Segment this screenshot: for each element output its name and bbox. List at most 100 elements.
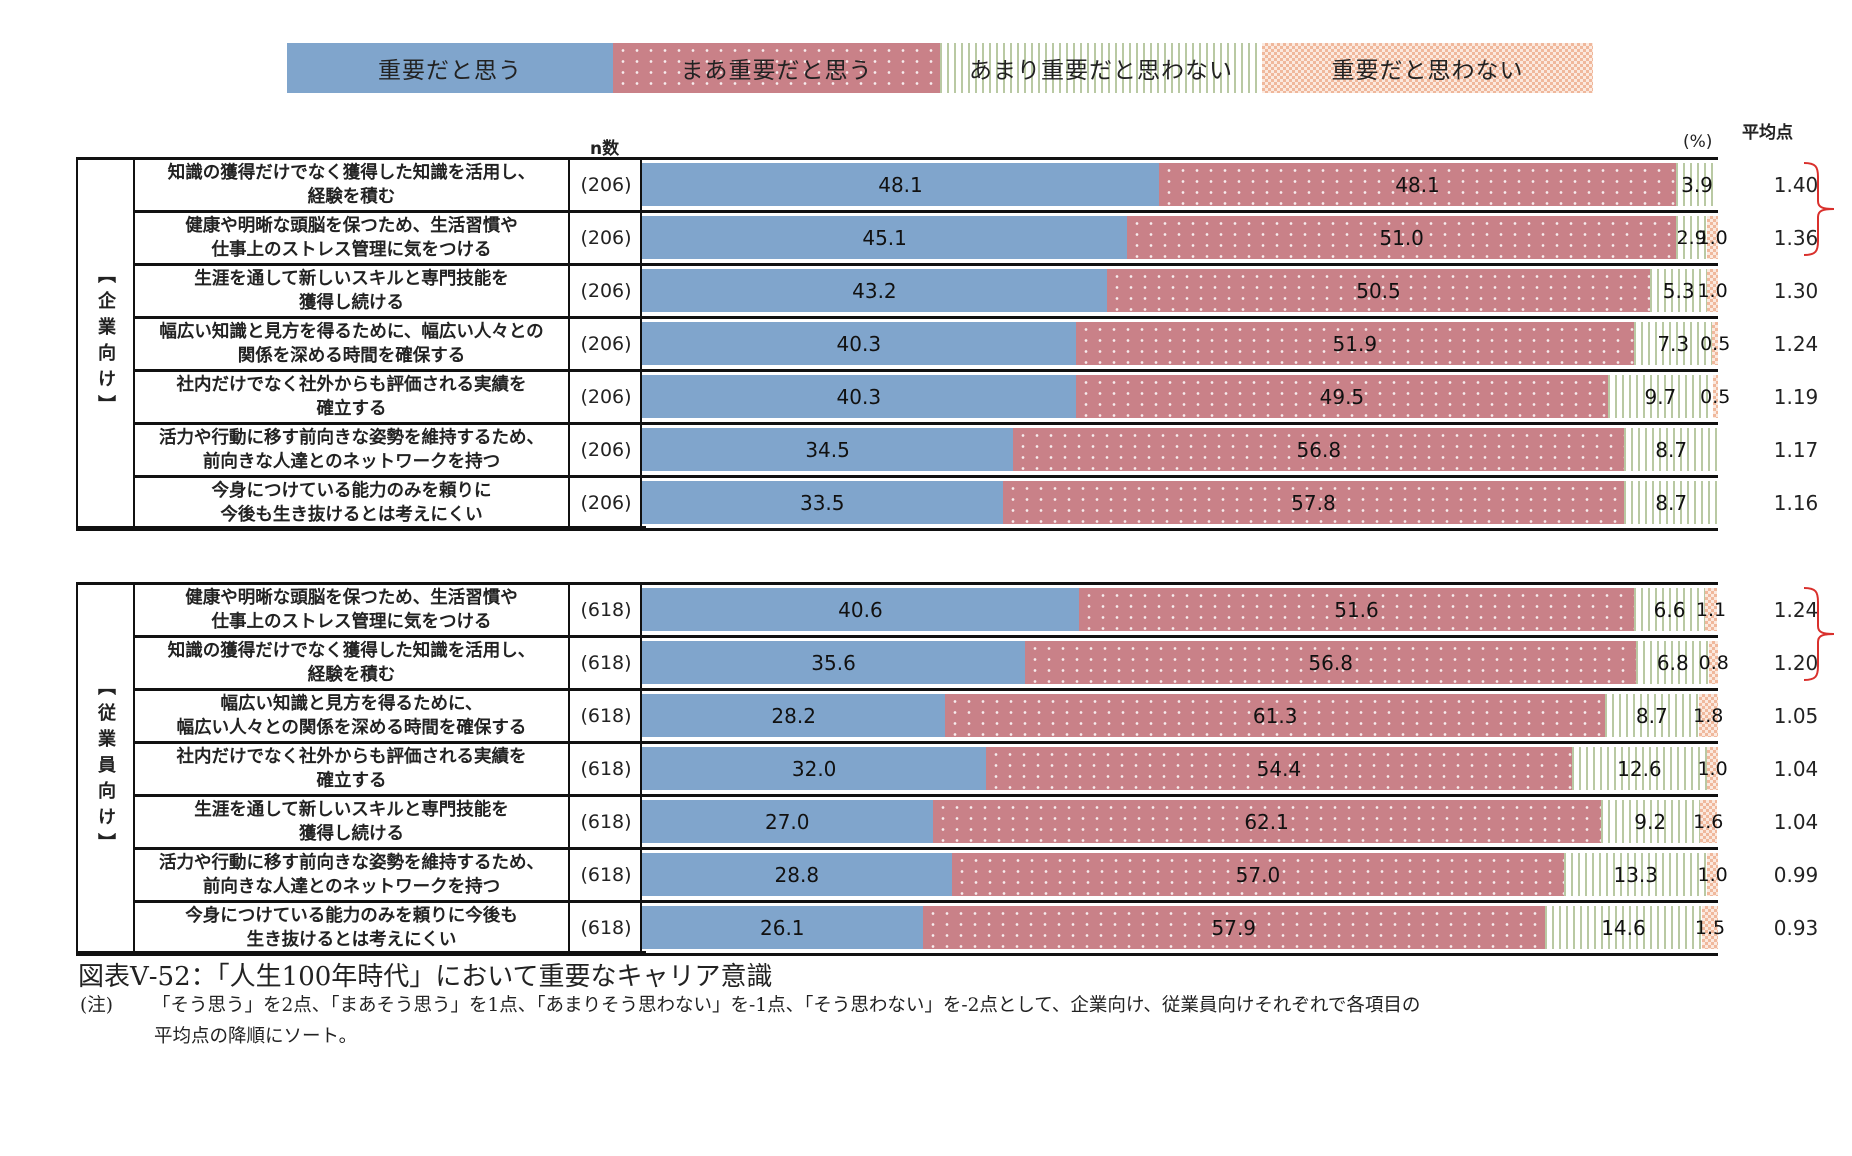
average-score: 1.24 [1773,332,1819,356]
table-row: 今身につけている能力のみを頼りに今後も 生き抜けるとは考えにくい (618) 26.… [76,900,1818,956]
brace-icon [1803,162,1835,256]
column-divider [640,263,642,316]
segment-value: 1.0 [1697,279,1728,302]
table-row: 活力や行動に移す前向きな姿勢を維持するため、 前向きな人達とのネットワークを持つ… [76,422,1818,475]
column-divider [568,210,570,263]
segment-value: 34.5 [805,437,850,462]
percent-unit-label: (%) [1683,132,1713,152]
column-divider [568,582,570,635]
group-label: 【企業向け】 [95,264,116,421]
segment-not-very-important: 12.6 [1571,747,1708,790]
segment-somewhat-important: 56.8 [1013,428,1625,471]
n-count: (206) [580,439,632,461]
segment-not-important: 0.5 [1700,322,1730,365]
brace-icon [1803,587,1835,681]
average-score: 1.24 [1773,598,1819,622]
segment-value: 1.0 [1697,757,1728,780]
n-count: (618) [580,917,632,939]
segment-not-important: 1.0 [1698,853,1728,896]
legend-label: 重要だと思う [378,58,522,84]
segment-important: 43.2 [642,269,1107,312]
column-divider [568,635,570,688]
segment-value: 9.2 [1634,809,1667,834]
segment-value: 50.5 [1356,278,1401,303]
segment-not-important: 0.5 [1700,375,1730,418]
column-divider [640,475,642,528]
table-row: 活力や行動に移す前向きな姿勢を維持するため、 前向きな人達とのネットワークを持つ… [76,847,1818,900]
average-score: 1.36 [1773,226,1819,250]
segment-not-very-important: 6.6 [1634,588,1706,631]
segment-value: 61.3 [1252,703,1298,728]
row-divider [134,900,1718,903]
average-score: 1.05 [1773,704,1819,728]
segment-not-very-important: 3.9 [1676,163,1718,206]
segment-not-important: 0.8 [1699,641,1729,684]
row-divider [134,316,1718,319]
stacked-bar: 34.5 56.8 8.7 [642,428,1718,471]
column-divider [640,847,642,900]
stacked-bar: 32.0 54.4 12.6 1.0 [642,747,1728,790]
segment-somewhat-important: 48.1 [1159,163,1677,206]
row-divider [76,953,1718,956]
column-divider [640,794,642,847]
segment-somewhat-important: 57.8 [1002,481,1625,524]
segment-value: 0.5 [1700,385,1731,408]
segment-value: 1.1 [1695,598,1727,621]
segment-value: 35.6 [811,650,856,675]
row-divider [134,369,1718,372]
segment-somewhat-important: 57.0 [951,853,1565,896]
segment-value: 48.1 [1395,172,1440,197]
row-divider [76,157,1718,160]
average-score: 1.20 [1773,651,1819,675]
item-label: 幅広い知識と見方を得るために、幅広い人々との 関係を深める時間を確保する [159,322,544,366]
segment-value: 54.4 [1256,756,1302,781]
segment-value: 40.6 [838,597,883,622]
n-count: (206) [580,386,632,408]
segment-value: 5.3 [1662,278,1695,303]
segment-not-very-important: 8.7 [1624,481,1718,524]
segment-not-very-important: 8.7 [1624,428,1718,471]
item-label: 健康や明晰な頭脳を保つため、生活習慣や 仕事上のストレス管理に気をつける [185,216,518,260]
average-score: 1.04 [1773,810,1819,834]
n-column-header: n数 [590,139,620,159]
segment-value: 40.3 [836,331,882,356]
column-divider [640,369,642,422]
segment-important: 35.6 [642,641,1026,684]
stacked-bar: 40.3 49.5 9.7 0.5 [642,375,1730,418]
average-column-header: 平均点 [1742,123,1793,143]
segment-not-very-important: 2.9 [1676,216,1708,259]
segment-somewhat-important: 49.5 [1075,375,1609,418]
segment-value: 3.9 [1681,172,1713,197]
stacked-bar: 28.2 61.3 8.7 1.8 [642,694,1723,737]
segment-value: 26.1 [760,915,805,940]
segment-value: 7.3 [1657,331,1690,356]
segment-value: 0.8 [1698,651,1729,674]
table-row: 幅広い知識と見方を得るために、幅広い人々との 関係を深める時間を確保する (206… [76,316,1818,369]
n-count: (618) [580,652,632,674]
segment-value: 6.8 [1656,650,1689,675]
segment-somewhat-important: 54.4 [986,747,1572,790]
row-divider [134,422,1718,425]
table-row: 知識の獲得だけでなく獲得した知識を活用し、 経験を積む (618) 35.6 56.8… [76,635,1818,688]
segment-value: 9.7 [1644,384,1677,409]
segment-somewhat-important: 62.1 [932,800,1601,843]
average-score: 0.99 [1773,863,1819,887]
row-divider [134,794,1718,797]
column-divider [640,582,642,635]
segment-important: 33.5 [642,481,1003,524]
segment-not-important: 1.0 [1697,216,1728,259]
stacked-bar: 33.5 57.8 8.7 [642,481,1718,524]
column-divider [568,847,570,900]
column-divider [568,741,570,794]
group-divider [133,157,135,528]
legend-item-important: 重要だと思う [287,43,613,93]
row-divider [134,475,1718,478]
column-divider [568,900,570,953]
item-label: 生涯を通して新しいスキルと専門技能を 獲得し続ける [194,269,509,313]
column-divider [640,900,642,953]
segment-value: 45.1 [862,225,907,250]
column-divider [568,794,570,847]
segment-somewhat-important: 57.9 [922,906,1545,949]
n-count: (618) [580,864,632,886]
n-count: (206) [580,333,632,355]
